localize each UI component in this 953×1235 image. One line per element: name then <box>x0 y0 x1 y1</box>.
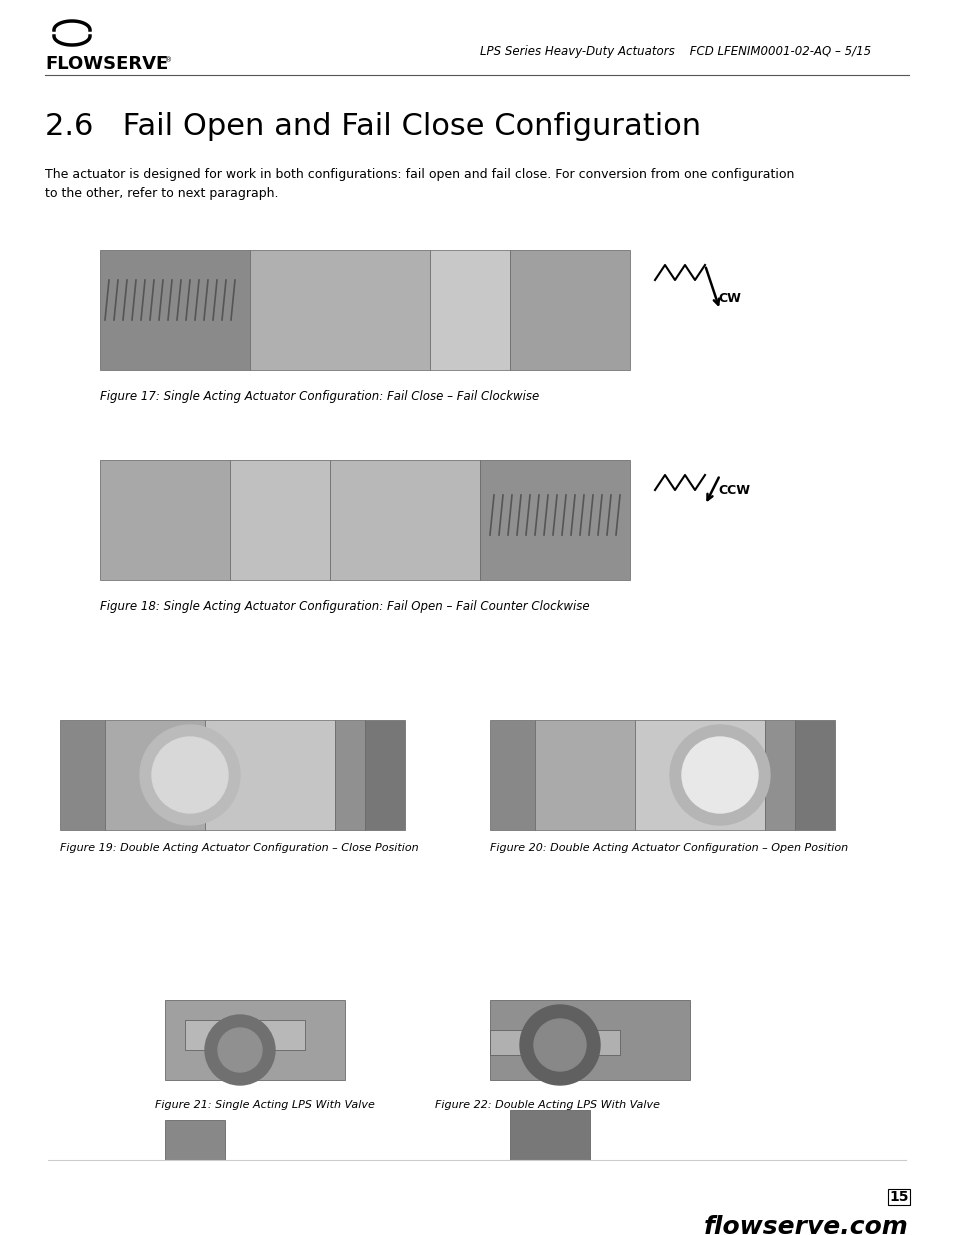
Bar <box>165 1000 345 1079</box>
Bar <box>490 720 535 830</box>
Bar <box>479 459 629 580</box>
Text: flowserve.com: flowserve.com <box>703 1215 908 1235</box>
Bar <box>100 459 230 580</box>
Bar <box>205 720 335 830</box>
FancyBboxPatch shape <box>100 249 629 370</box>
Bar <box>510 249 629 370</box>
Bar <box>250 249 430 370</box>
Text: Figure 21: Single Acting LPS With Valve: Figure 21: Single Acting LPS With Valve <box>154 1100 375 1110</box>
Text: CW: CW <box>718 291 740 305</box>
Text: Figure 17: Single Acting Actuator Configuration: Fail Close – Fail Clockwise: Figure 17: Single Acting Actuator Config… <box>100 390 538 403</box>
Bar <box>794 720 834 830</box>
Circle shape <box>205 1015 274 1086</box>
Bar <box>430 249 510 370</box>
Circle shape <box>218 1028 262 1072</box>
Bar <box>764 720 794 830</box>
Text: 2.6   Fail Open and Fail Close Configuration: 2.6 Fail Open and Fail Close Configurati… <box>45 112 700 141</box>
Circle shape <box>534 1019 585 1071</box>
Bar <box>365 720 405 830</box>
Text: Figure 19: Double Acting Actuator Configuration – Close Position: Figure 19: Double Acting Actuator Config… <box>60 844 418 853</box>
Circle shape <box>681 737 758 813</box>
Text: Figure 20: Double Acting Actuator Configuration – Open Position: Figure 20: Double Acting Actuator Config… <box>490 844 847 853</box>
Bar <box>535 720 635 830</box>
Bar <box>60 720 105 830</box>
Text: CCW: CCW <box>718 483 749 496</box>
Bar <box>105 720 205 830</box>
Text: FLOWSERVE: FLOWSERVE <box>45 56 168 73</box>
Text: LPS Series Heavy-Duty Actuators    FCD LFENIM0001-02-AQ – 5/15: LPS Series Heavy-Duty Actuators FCD LFEN… <box>479 46 870 58</box>
Circle shape <box>519 1005 599 1086</box>
Text: The actuator is designed for work in both configurations: fail open and fail clo: The actuator is designed for work in bot… <box>45 168 794 200</box>
Circle shape <box>669 725 769 825</box>
Text: 15: 15 <box>888 1191 908 1204</box>
Bar <box>100 249 250 370</box>
FancyBboxPatch shape <box>100 459 629 580</box>
Bar <box>510 1110 589 1160</box>
Bar <box>490 1000 689 1079</box>
Bar <box>185 1020 305 1050</box>
Bar <box>230 459 330 580</box>
Bar <box>490 1030 619 1055</box>
Bar <box>335 720 365 830</box>
Bar <box>635 720 764 830</box>
Text: ®: ® <box>165 57 172 63</box>
Bar <box>165 1120 225 1160</box>
Text: Figure 22: Double Acting LPS With Valve: Figure 22: Double Acting LPS With Valve <box>435 1100 659 1110</box>
Text: Figure 18: Single Acting Actuator Configuration: Fail Open – Fail Counter Clockw: Figure 18: Single Acting Actuator Config… <box>100 600 589 613</box>
Circle shape <box>140 725 240 825</box>
Circle shape <box>152 737 228 813</box>
Bar <box>330 459 479 580</box>
